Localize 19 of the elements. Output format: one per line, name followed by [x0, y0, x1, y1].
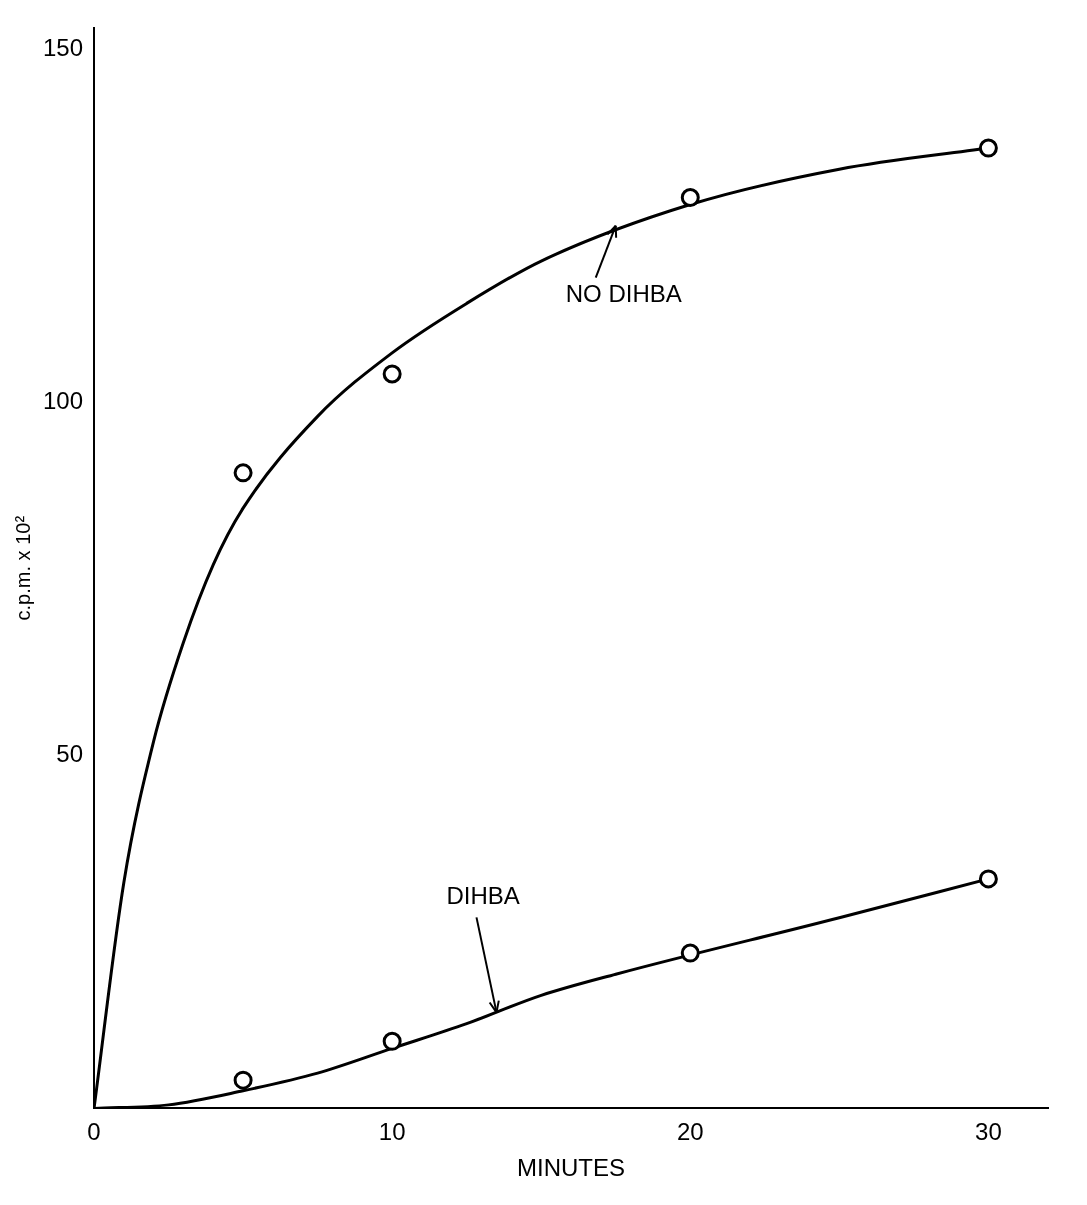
- x-tick-label: 20: [676, 1118, 704, 1146]
- annotation: DIHBA: [446, 881, 520, 909]
- annotation: NO DIHBA: [565, 280, 682, 308]
- point: [978, 138, 998, 158]
- point: [233, 1070, 253, 1090]
- x-axis-title: MINUTES: [517, 1154, 626, 1182]
- point: [978, 869, 998, 889]
- point: [680, 187, 700, 207]
- x-tick-label: 30: [975, 1118, 1002, 1146]
- x-tick-label: 10: [378, 1118, 406, 1146]
- point: [382, 364, 402, 384]
- point: [382, 1031, 402, 1051]
- x-tick-label: 0: [87, 1118, 101, 1146]
- point: [233, 463, 253, 483]
- point: [680, 943, 700, 963]
- y-tick-label: 50: [56, 739, 84, 767]
- y-axis-title: c.p.m. x 10²: [11, 515, 34, 621]
- y-tick-label: 100: [43, 386, 84, 414]
- y-tick-label: 150: [43, 33, 84, 61]
